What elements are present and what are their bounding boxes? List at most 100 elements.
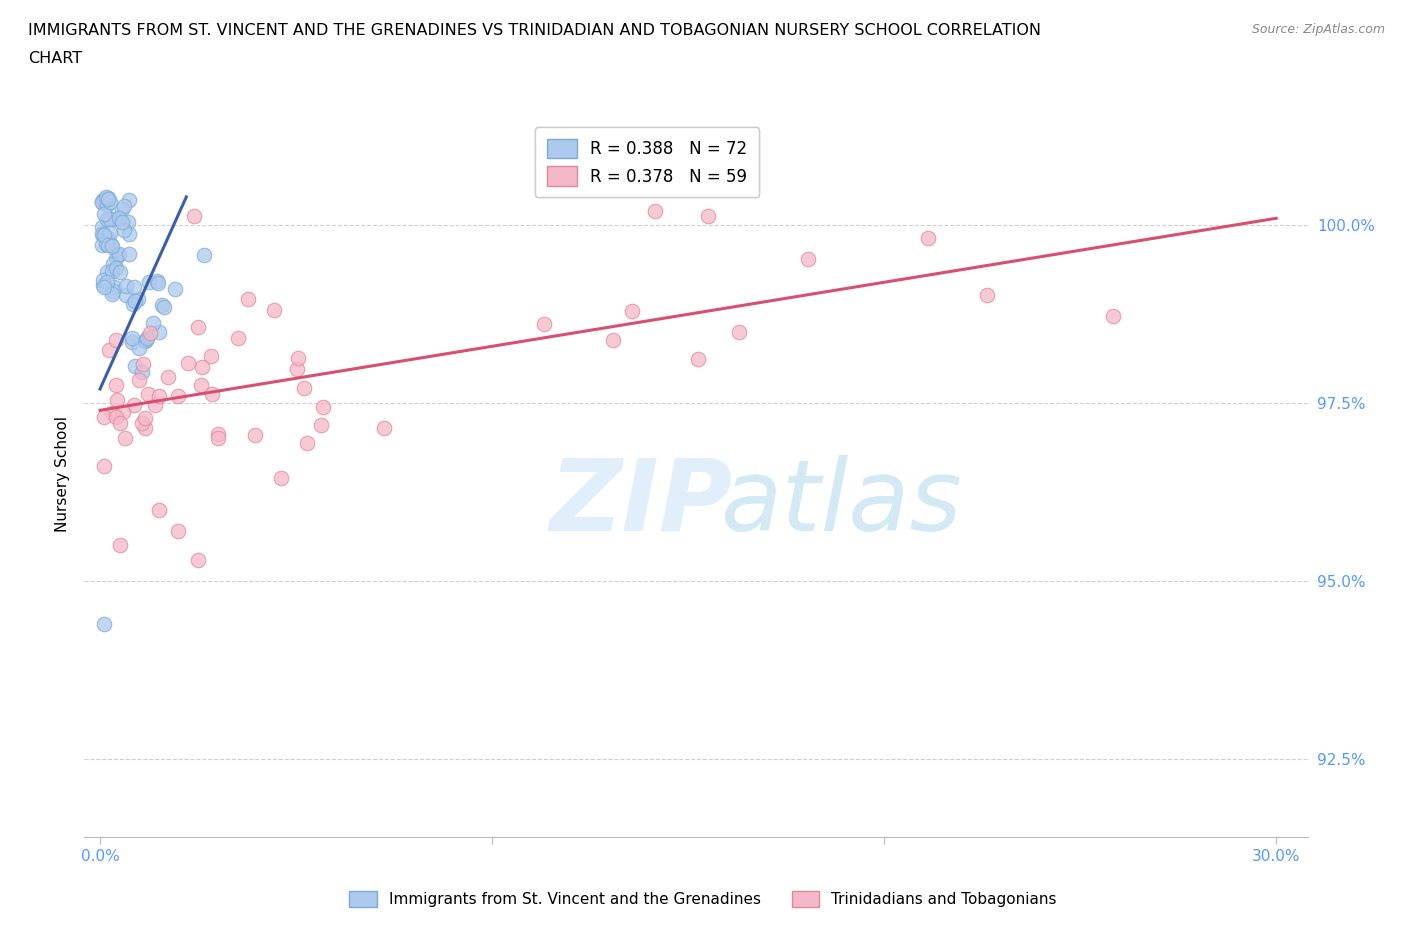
Point — [105, 393, 128, 408]
Point — [193, 248, 215, 263]
Point — [114, 431, 136, 445]
Point — [143, 398, 166, 413]
Point — [104, 250, 127, 265]
Point — [97, 342, 120, 357]
Point — [292, 380, 315, 395]
Point — [118, 246, 141, 261]
Point — [533, 317, 555, 332]
Point — [112, 405, 135, 419]
Point — [104, 212, 127, 227]
Point — [98, 225, 121, 240]
Point — [93, 193, 115, 207]
Point — [100, 237, 122, 252]
Point — [728, 325, 751, 339]
Text: atlas: atlas — [720, 455, 962, 551]
Point — [312, 399, 335, 414]
Point — [157, 369, 180, 384]
Point — [105, 410, 128, 425]
Point — [128, 373, 150, 388]
Point — [108, 264, 131, 279]
Point — [104, 260, 127, 275]
Point — [91, 226, 114, 241]
Point — [285, 361, 308, 376]
Point — [97, 192, 120, 206]
Point — [98, 195, 121, 210]
Point — [108, 246, 131, 261]
Text: ZIP: ZIP — [550, 455, 733, 551]
Point — [121, 335, 143, 350]
Point — [167, 524, 190, 538]
Point — [148, 325, 170, 339]
Point — [263, 303, 285, 318]
Point — [97, 237, 120, 252]
Point — [139, 326, 162, 340]
Point — [190, 378, 212, 392]
Point — [91, 272, 114, 287]
Point — [124, 358, 146, 373]
Point — [644, 204, 666, 219]
Point — [111, 215, 134, 230]
Point — [287, 351, 309, 365]
Point — [146, 275, 169, 290]
Point — [96, 275, 118, 290]
Point — [238, 292, 260, 307]
Point — [270, 471, 292, 485]
Point — [976, 287, 998, 302]
Point — [373, 421, 395, 436]
Point — [201, 387, 224, 402]
Text: CHART: CHART — [28, 51, 82, 66]
Point — [98, 212, 121, 227]
Point — [191, 360, 214, 375]
Point — [134, 420, 156, 435]
Text: IMMIGRANTS FROM ST. VINCENT AND THE GRENADINES VS TRINIDADIAN AND TOBAGONIAN NUR: IMMIGRANTS FROM ST. VINCENT AND THE GREN… — [28, 23, 1040, 38]
Point — [797, 252, 820, 267]
Point — [183, 208, 205, 223]
Point — [686, 352, 709, 366]
Point — [696, 208, 718, 223]
Point — [917, 231, 939, 246]
Point — [93, 279, 115, 294]
Point — [124, 293, 146, 308]
Point — [187, 320, 209, 335]
Point — [97, 191, 120, 206]
Point — [91, 194, 114, 209]
Point — [104, 378, 127, 392]
Point — [145, 273, 167, 288]
Point — [101, 238, 124, 253]
Point — [163, 282, 186, 297]
Point — [200, 349, 222, 364]
Point — [127, 292, 149, 307]
Point — [91, 194, 114, 209]
Point — [115, 278, 138, 293]
Point — [602, 333, 624, 348]
Point — [187, 552, 209, 567]
Point — [103, 280, 125, 295]
Point — [118, 193, 141, 207]
Point — [295, 435, 318, 450]
Point — [117, 226, 139, 241]
Point — [115, 287, 138, 302]
Point — [132, 357, 155, 372]
Point — [96, 264, 118, 279]
Point — [226, 330, 249, 345]
Point — [167, 388, 190, 403]
Point — [135, 331, 157, 346]
Point — [107, 247, 129, 262]
Point — [91, 219, 114, 234]
Point — [122, 279, 145, 294]
Point — [105, 333, 128, 348]
Point — [131, 416, 153, 431]
Point — [93, 409, 115, 424]
Point — [1102, 309, 1125, 324]
Point — [97, 231, 120, 246]
Point — [142, 316, 165, 331]
Point — [620, 304, 643, 319]
Point — [138, 274, 160, 289]
Point — [100, 286, 122, 301]
Point — [93, 617, 115, 631]
Point — [177, 355, 200, 370]
Point — [128, 340, 150, 355]
Point — [108, 538, 131, 552]
Point — [101, 405, 124, 420]
Point — [101, 284, 124, 299]
